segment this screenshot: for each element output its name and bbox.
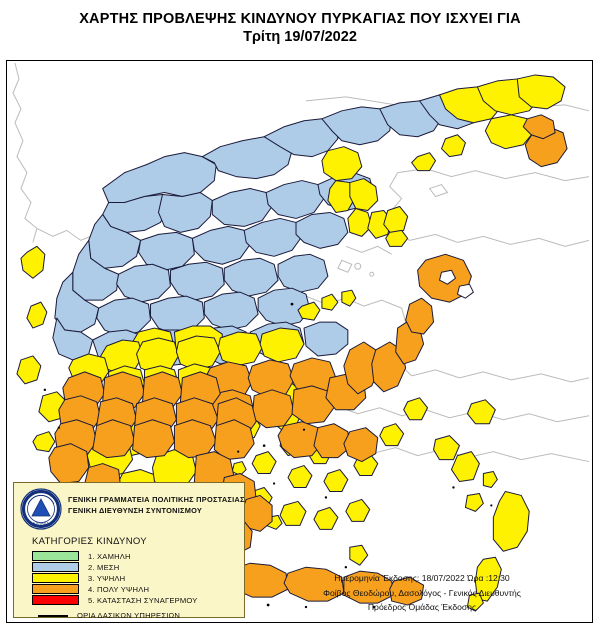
legend-swatch-high	[32, 573, 79, 583]
legend-row-2: 2. ΜΕΣΗ	[32, 562, 238, 572]
boundary-line-icon	[38, 614, 68, 617]
legend-label-low: 1. ΧΑΜΗΛΗ	[88, 551, 131, 561]
title-line-1: ΧΑΡΤΗΣ ΠΡΟΒΛΕΨΗΣ ΚΙΝΔΥΝΟΥ ΠΥΡΚΑΓΙΑΣ ΠΟΥ …	[79, 11, 521, 28]
credit-author: Φοίβος Θεοδώρου, Δασολόγος - Γενικός Διε…	[323, 587, 521, 598]
legend-label-high: 3. ΥΨΗΛΗ	[88, 573, 126, 583]
legend-label-alarm: 5. ΚΑΤΑΣΤΑΣΗ ΣΥΝΑΓΕΡΜΟΥ	[88, 595, 198, 605]
legend-swatch-medium	[32, 562, 79, 572]
legend-header: ΕΛΛΑΔΑ ΓΕΝΙΚΗ ΓΡΑΜΜΑΤΕΙΑ ΠΟΛΙΤΙΚΗΣ ΠΡΟΣΤ…	[20, 488, 244, 530]
legend-boundary-row: ΟΡΙΑ ΔΑΣΙΚΩΝ ΥΠΗΡΕΣΙΩΝ	[38, 611, 238, 620]
legend-row-4: 4. ΠΟΛΥ ΥΨΗΛΗ	[32, 584, 238, 594]
legend-row-1: 1. ΧΑΜΗΛΗ	[32, 551, 238, 561]
legend-organisation: ΓΕΝΙΚΗ ΓΡΑΜΜΑΤΕΙΑ ΠΟΛΙΤΙΚΗΣ ΠΡΟΣΤΑΣΙΑΣ Γ…	[68, 488, 245, 516]
legend: ΕΛΛΑΔΑ ΓΕΝΙΚΗ ΓΡΑΜΜΑΤΕΙΑ ΠΟΛΙΤΙΚΗΣ ΠΡΟΣΤ…	[13, 482, 245, 620]
legend-row-5: 5. ΚΑΤΑΣΤΑΣΗ ΣΥΝΑΓΕΡΜΟΥ	[32, 595, 238, 605]
page-title: ΧΑΡΤΗΣ ΠΡΟΒΛΕΨΗΣ ΚΙΝΔΥΝΟΥ ΠΥΡΚΑΓΙΑΣ ΠΟΥ …	[0, 0, 600, 58]
legend-label-very-high: 4. ΠΟΛΥ ΥΨΗΛΗ	[88, 584, 150, 594]
legend-org-line-1: ΓΕΝΙΚΗ ΓΡΑΜΜΑΤΕΙΑ ΠΟΛΙΤΙΚΗΣ ΠΡΟΣΤΑΣΙΑΣ	[68, 495, 245, 504]
legend-label-medium: 2. ΜΕΣΗ	[88, 562, 120, 572]
legend-categories-title: ΚΑΤΗΓΟΡΙΕΣ ΚΙΝΔΥΝΟΥ	[32, 536, 147, 547]
legend-org-line-2: ΓΕΝΙΚΗ ΔΙΕΥΘΥΝΣΗ ΣΥΝΤΟΝΙΣΜΟΥ	[68, 506, 203, 516]
fire-risk-map[interactable]: ΕΛΛΑΔΑ ΓΕΝΙΚΗ ΓΡΑΜΜΑΤΕΙΑ ΠΟΛΙΤΙΚΗΣ ΠΡΟΣΤ…	[6, 60, 593, 623]
legend-category-rows: 1. ΧΑΜΗΛΗ 2. ΜΕΣΗ 3. ΥΨΗΛΗ 4. ΠΟΛΥ ΥΨΗΛΗ…	[20, 551, 238, 605]
legend-row-3: 3. ΥΨΗΛΗ	[32, 573, 238, 583]
legend-swatch-very-high	[32, 584, 79, 594]
credit-issue-datetime: Ημερομηνία Έκδοσης: 18/07/2022 Ώρα :12:3…	[334, 573, 510, 584]
legend-boundary-label: ΟΡΙΑ ΔΑΣΙΚΩΝ ΥΠΗΡΕΣΙΩΝ	[77, 611, 181, 620]
credits-block: Ημερομηνία Έκδοσης: 18/07/2022 Ώρα :12:3…	[262, 571, 582, 614]
legend-swatch-low	[32, 551, 79, 561]
credit-role: Πρόεδρος Ομάδας Έκδοσης	[367, 601, 477, 612]
legend-swatch-alarm	[32, 595, 79, 605]
civil-protection-emblem-icon: ΕΛΛΑΔΑ	[20, 488, 62, 530]
regions-medium-risk	[52, 92, 482, 367]
svg-text:ΕΛΛΑΔΑ: ΕΛΛΑΔΑ	[33, 521, 49, 526]
title-line-2: Τρίτη 19/07/2022	[243, 29, 357, 46]
